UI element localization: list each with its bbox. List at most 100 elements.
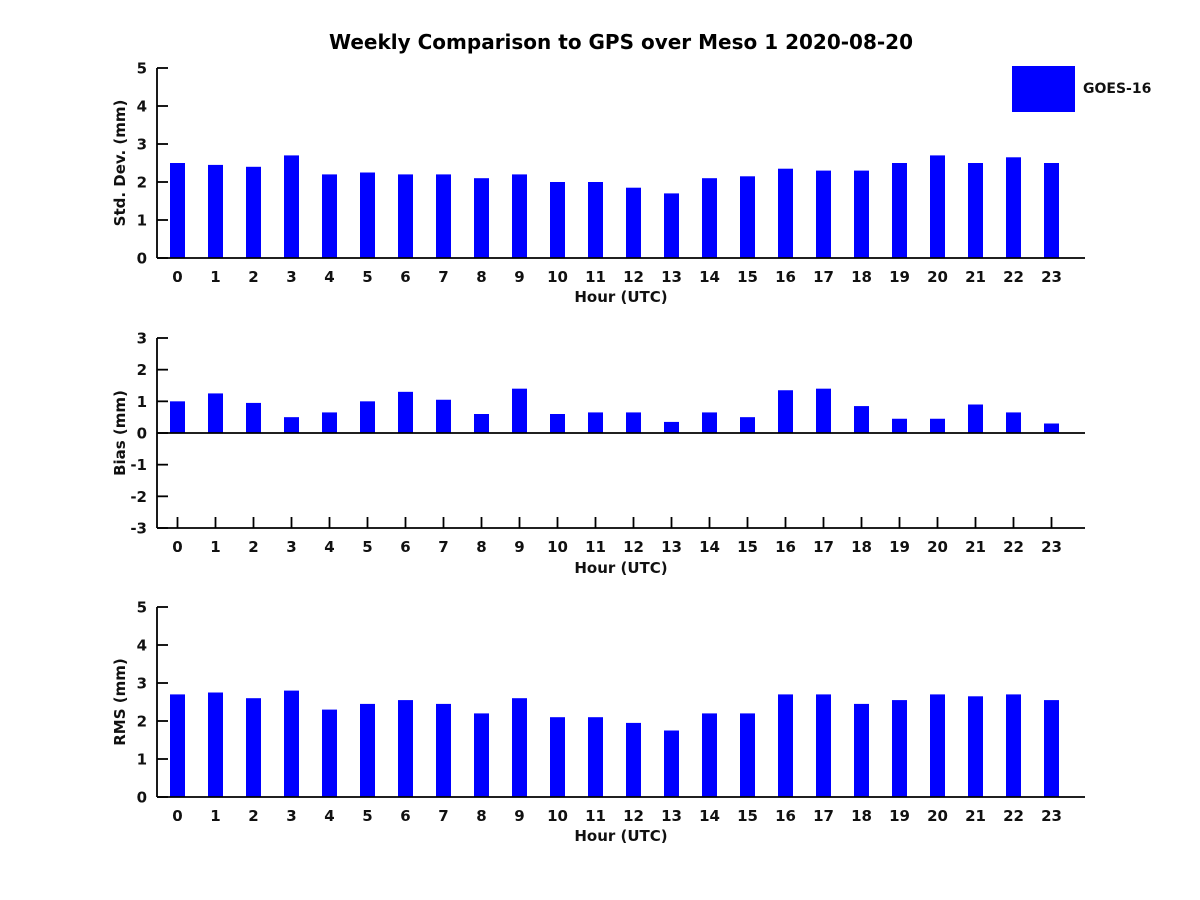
bar-std-dev-hour-3 xyxy=(284,155,299,258)
bar-std-dev-hour-21 xyxy=(968,163,983,258)
bar-bias-hour-9 xyxy=(512,388,527,433)
x-tick-label: 20 xyxy=(927,538,948,556)
bar-std-dev-hour-2 xyxy=(246,166,261,258)
x-tick-label: 0 xyxy=(172,807,182,825)
x-tick-label: 4 xyxy=(324,807,334,825)
x-tick-label: 1 xyxy=(210,807,220,825)
bar-std-dev-hour-19 xyxy=(892,163,907,258)
x-tick-label: 17 xyxy=(813,268,834,286)
y-tick-label: 2 xyxy=(137,361,147,379)
bar-rms-hour-10 xyxy=(550,717,565,797)
x-tick-label: 16 xyxy=(775,807,796,825)
x-tick-label: 7 xyxy=(438,268,448,286)
y-tick-label: 0 xyxy=(137,250,147,268)
x-tick-label: 11 xyxy=(585,538,606,556)
bar-std-dev-hour-6 xyxy=(398,174,413,258)
x-tick-label: 20 xyxy=(927,268,948,286)
y-tick-label: 4 xyxy=(137,637,147,655)
x-tick-label: 12 xyxy=(623,538,644,556)
legend: GOES-16 xyxy=(1012,66,1151,112)
x-tick-label: 1 xyxy=(210,538,220,556)
y-tick-label: 4 xyxy=(137,98,147,116)
y-tick-label: 1 xyxy=(137,751,147,769)
x-tick-label: 9 xyxy=(514,538,524,556)
bar-bias-hour-19 xyxy=(892,418,907,433)
x-tick-label: 23 xyxy=(1041,268,1062,286)
bar-std-dev-hour-23 xyxy=(1044,163,1059,258)
bar-std-dev-hour-15 xyxy=(740,176,755,258)
x-tick-label: 5 xyxy=(362,268,372,286)
bar-rms-hour-18 xyxy=(854,703,869,797)
y-tick-label: 3 xyxy=(137,330,147,348)
bar-bias-hour-20 xyxy=(930,418,945,433)
bar-rms-hour-2 xyxy=(246,698,261,797)
x-tick-label: 20 xyxy=(927,807,948,825)
bar-std-dev-hour-13 xyxy=(664,193,679,258)
bar-bias-hour-14 xyxy=(702,412,717,433)
x-tick-label: 16 xyxy=(775,268,796,286)
x-tick-label: 10 xyxy=(547,268,568,286)
bar-std-dev-hour-14 xyxy=(702,178,717,258)
bar-bias-hour-18 xyxy=(854,406,869,433)
x-tick-label: 0 xyxy=(172,538,182,556)
x-tick-label: 6 xyxy=(400,268,410,286)
legend-swatch-goes16 xyxy=(1012,66,1075,112)
x-tick-label: 13 xyxy=(661,268,682,286)
y-tick-label: 5 xyxy=(137,60,147,78)
x-tick-label: 16 xyxy=(775,538,796,556)
bar-std-dev-hour-8 xyxy=(474,178,489,258)
x-tick-label: 21 xyxy=(965,538,986,556)
x-tick-label: 8 xyxy=(476,268,486,286)
bar-bias-hour-21 xyxy=(968,404,983,433)
y-tick-label: 5 xyxy=(137,599,147,617)
bar-bias-hour-7 xyxy=(436,399,451,433)
x-tick-label: 22 xyxy=(1003,268,1024,286)
bar-bias-hour-10 xyxy=(550,414,565,433)
y-tick-label: 3 xyxy=(137,675,147,693)
bar-bias-hour-0 xyxy=(170,401,185,433)
x-tick-label: 21 xyxy=(965,268,986,286)
bar-rms-hour-3 xyxy=(284,690,299,797)
x-tick-label: 1 xyxy=(210,268,220,286)
bar-bias-hour-4 xyxy=(322,412,337,433)
bar-rms-hour-7 xyxy=(436,703,451,797)
bar-rms-hour-14 xyxy=(702,713,717,797)
x-tick-label: 0 xyxy=(172,268,182,286)
bar-rms-hour-21 xyxy=(968,696,983,797)
y-tick-label: -3 xyxy=(130,520,147,538)
y-tick-label: 1 xyxy=(137,393,147,411)
bar-rms-hour-20 xyxy=(930,694,945,797)
x-tick-label: 8 xyxy=(476,807,486,825)
bar-rms-hour-12 xyxy=(626,722,641,797)
x-tick-label: 14 xyxy=(699,268,720,286)
x-tick-label: 6 xyxy=(400,807,410,825)
bar-std-dev-hour-5 xyxy=(360,172,375,258)
bar-std-dev-hour-22 xyxy=(1006,157,1021,258)
x-tick-label: 14 xyxy=(699,807,720,825)
x-tick-label: 10 xyxy=(547,807,568,825)
x-tick-label: 3 xyxy=(286,268,296,286)
x-tick-label: 2 xyxy=(248,268,258,286)
x-axis-label-rms: Hour (UTC) xyxy=(574,827,668,845)
x-tick-label: 19 xyxy=(889,268,910,286)
x-tick-label: 18 xyxy=(851,807,872,825)
x-tick-label: 11 xyxy=(585,807,606,825)
panel-std-dev: 0 1 2 3 4 5 6 7 8 9 10 11 12 13 14 15 16 17 18 19 20 21 22 2301… xyxy=(137,60,1085,286)
x-tick-label: 11 xyxy=(585,268,606,286)
bar-bias-hour-2 xyxy=(246,402,261,433)
bar-bias-hour-1 xyxy=(208,393,223,433)
x-tick-label: 3 xyxy=(286,807,296,825)
bar-bias-hour-15 xyxy=(740,417,755,433)
x-tick-label: 2 xyxy=(248,538,258,556)
x-tick-label: 13 xyxy=(661,807,682,825)
x-tick-label: 18 xyxy=(851,268,872,286)
x-tick-label: 13 xyxy=(661,538,682,556)
bar-bias-hour-5 xyxy=(360,401,375,433)
x-tick-label: 7 xyxy=(438,807,448,825)
bar-std-dev-hour-1 xyxy=(208,164,223,258)
y-tick-label: 0 xyxy=(137,789,147,807)
panel-rms: 0 1 2 3 4 5 6 7 8 9 10 11 12 13 14 15 16 17 18 19 20 21 22 2301… xyxy=(137,599,1085,825)
bar-rms-hour-4 xyxy=(322,709,337,797)
